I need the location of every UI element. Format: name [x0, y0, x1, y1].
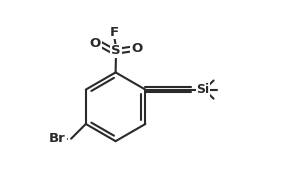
- Text: F: F: [109, 26, 119, 39]
- Text: Si: Si: [196, 83, 209, 96]
- Text: S: S: [111, 44, 121, 57]
- Text: Br: Br: [49, 132, 66, 145]
- Text: O: O: [131, 42, 142, 55]
- Text: O: O: [90, 37, 101, 50]
